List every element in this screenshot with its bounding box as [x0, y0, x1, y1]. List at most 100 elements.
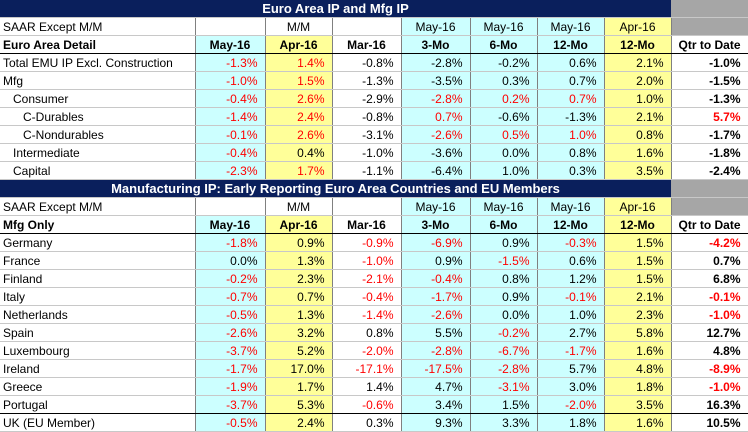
top-value-cell: 1.6%: [604, 143, 672, 162]
bottom-value-cell: -17.5%: [401, 359, 471, 378]
top-value-cell: 2.1%: [604, 53, 672, 72]
top-value-cell: -1.5%: [671, 71, 748, 90]
top-value-cell: -0.6%: [470, 107, 538, 126]
bottom-value-cell: 12.7%: [671, 323, 748, 342]
bottom-data-row: UK (EU Member) -0.5% 2.4% 0.3% 9.3% 3.3% 1.8% 1…: [0, 413, 748, 432]
bottom-value-cell: 1.8%: [537, 413, 605, 432]
bottom-value-cell: 2.1%: [604, 287, 672, 306]
bottom-value-cell: -2.6%: [401, 305, 471, 324]
top-value-cell: -3.1%: [332, 125, 402, 144]
top-value-cell: -2.8%: [401, 89, 471, 108]
bottom-value-cell: 5.2%: [265, 341, 333, 360]
top-value-cell: 2.0%: [604, 71, 672, 90]
top-title-row: Euro Area IP and Mfg IP: [0, 0, 748, 18]
bottom-value-cell: -3.1%: [470, 377, 538, 396]
bottom-header1-cell: M/M: [265, 197, 333, 216]
bottom-value-cell: 0.9%: [470, 233, 538, 252]
top-header2-cell: Euro Area Detail: [0, 35, 196, 54]
top-value-cell: 0.5%: [470, 125, 538, 144]
top-row-label: Mfg: [0, 71, 196, 90]
bottom-value-cell: 4.7%: [401, 377, 471, 396]
top-value-cell: -6.4%: [401, 161, 471, 180]
bottom-value-cell: 4.8%: [671, 341, 748, 360]
bottom-value-cell: -17.1%: [332, 359, 402, 378]
bottom-value-cell: 1.3%: [265, 305, 333, 324]
bottom-section-title: Manufacturing IP: Early Reporting Euro A…: [0, 179, 672, 198]
bottom-data-row: France 0.0% 1.3% -1.0% 0.9% -1.5% 0.6% 1.5% 0.7%: [0, 251, 748, 270]
bottom-header2-cell: 12-Mo: [537, 215, 605, 234]
bottom-value-cell: -1.7%: [537, 341, 605, 360]
bottom-value-cell: -2.0%: [537, 395, 605, 414]
bottom-header1-cell: May-16: [537, 197, 605, 216]
bottom-value-cell: -1.5%: [470, 251, 538, 270]
bottom-value-cell: 3.2%: [265, 323, 333, 342]
top-header2-cell: Mar-16: [332, 35, 402, 54]
top-data-row: Mfg -1.0% 1.5% -1.3% -3.5% 0.3% 0.7% 2.0% -1.5%: [0, 71, 748, 90]
top-value-cell: 2.6%: [265, 125, 333, 144]
top-value-cell: 0.3%: [537, 161, 605, 180]
bottom-value-cell: 1.6%: [604, 413, 672, 432]
bottom-header2-cell: Qtr to Date: [671, 215, 748, 234]
top-value-cell: -2.9%: [332, 89, 402, 108]
top-header1-cell: [671, 17, 748, 36]
bottom-value-cell: 4.8%: [604, 359, 672, 378]
bottom-value-cell: 1.5%: [604, 269, 672, 288]
bottom-value-cell: -1.0%: [332, 251, 402, 270]
bottom-value-cell: -1.0%: [671, 305, 748, 324]
top-data-row: C-Nondurables -0.1% 2.6% -3.1% -2.6% 0.5% 1.0%…: [0, 125, 748, 144]
top-value-cell: -0.4%: [195, 89, 266, 108]
top-value-cell: 2.1%: [604, 107, 672, 126]
bottom-data-row: Spain -2.6% 3.2% 0.8% 5.5% -0.2% 2.7% 5.8% 12.7%: [0, 323, 748, 342]
top-row-label: Intermediate: [0, 143, 196, 162]
bottom-value-cell: 1.2%: [537, 269, 605, 288]
top-value-cell: -1.0%: [195, 71, 266, 90]
bottom-value-cell: 1.8%: [604, 377, 672, 396]
bottom-value-cell: 1.7%: [265, 377, 333, 396]
bottom-value-cell: -1.7%: [195, 359, 266, 378]
bottom-value-cell: -2.8%: [470, 359, 538, 378]
bottom-value-cell: 3.3%: [470, 413, 538, 432]
bottom-title-row: Manufacturing IP: Early Reporting Euro A…: [0, 179, 748, 198]
bottom-value-cell: 0.3%: [332, 413, 402, 432]
top-section-title: Euro Area IP and Mfg IP: [0, 0, 672, 18]
top-value-cell: -2.6%: [401, 125, 471, 144]
bottom-value-cell: -0.4%: [401, 269, 471, 288]
top-header1-cell: [332, 17, 402, 36]
bottom-value-cell: 1.0%: [537, 305, 605, 324]
top-header2-cell: 12-Mo: [604, 35, 672, 54]
top-value-cell: 2.6%: [265, 89, 333, 108]
bottom-header1-cell: [671, 197, 748, 216]
bottom-value-cell: 10.5%: [671, 413, 748, 432]
bottom-value-cell: 0.9%: [401, 251, 471, 270]
top-value-cell: 1.0%: [470, 161, 538, 180]
top-value-cell: -1.7%: [671, 125, 748, 144]
bottom-value-cell: 6.8%: [671, 269, 748, 288]
top-row-label: Total EMU IP Excl. Construction: [0, 53, 196, 72]
top-value-cell: 0.8%: [537, 143, 605, 162]
bottom-row-label: Ireland: [0, 359, 196, 378]
top-data-row: Capital -2.3% 1.7% -1.1% -6.4% 1.0% 0.3% 3.5% -2…: [0, 161, 748, 180]
top-header-row-1: SAAR Except M/M M/M May-16 May-16 May-16 Apr-…: [0, 17, 748, 36]
bottom-header-row-1: SAAR Except M/M M/M May-16 May-16 May-16 Apr-…: [0, 197, 748, 216]
bottom-header-row-2: Mfg Only May-16 Apr-16 Mar-16 3-Mo 6-Mo 12-Mo 1…: [0, 215, 748, 234]
bottom-value-cell: -0.4%: [332, 287, 402, 306]
bottom-header2-cell: Apr-16: [265, 215, 333, 234]
bottom-value-cell: 2.3%: [265, 269, 333, 288]
bottom-header1-cell: [332, 197, 402, 216]
top-value-cell: -1.4%: [195, 107, 266, 126]
top-data-row: C-Durables -1.4% 2.4% -0.8% 0.7% -0.6% -1.3% 2.…: [0, 107, 748, 126]
bottom-row-label: Portugal: [0, 395, 196, 414]
top-row-label: C-Durables: [0, 107, 196, 126]
top-data-row: Intermediate -0.4% 0.4% -1.0% -3.6% 0.0% 0.8% 1…: [0, 143, 748, 162]
top-row-label: Consumer: [0, 89, 196, 108]
bottom-header2-cell: 12-Mo: [604, 215, 672, 234]
top-value-cell: 5.7%: [671, 107, 748, 126]
top-row-label: C-Nondurables: [0, 125, 196, 144]
bottom-value-cell: -2.6%: [195, 323, 266, 342]
top-value-cell: 1.0%: [537, 125, 605, 144]
top-header2-cell: Qtr to Date: [671, 35, 748, 54]
bottom-value-cell: -2.8%: [401, 341, 471, 360]
bottom-value-cell: -1.4%: [332, 305, 402, 324]
top-header2-cell: 6-Mo: [470, 35, 538, 54]
bottom-data-row: Italy -0.7% 0.7% -0.4% -1.7% 0.9% -0.1% 2.1% -0.…: [0, 287, 748, 306]
